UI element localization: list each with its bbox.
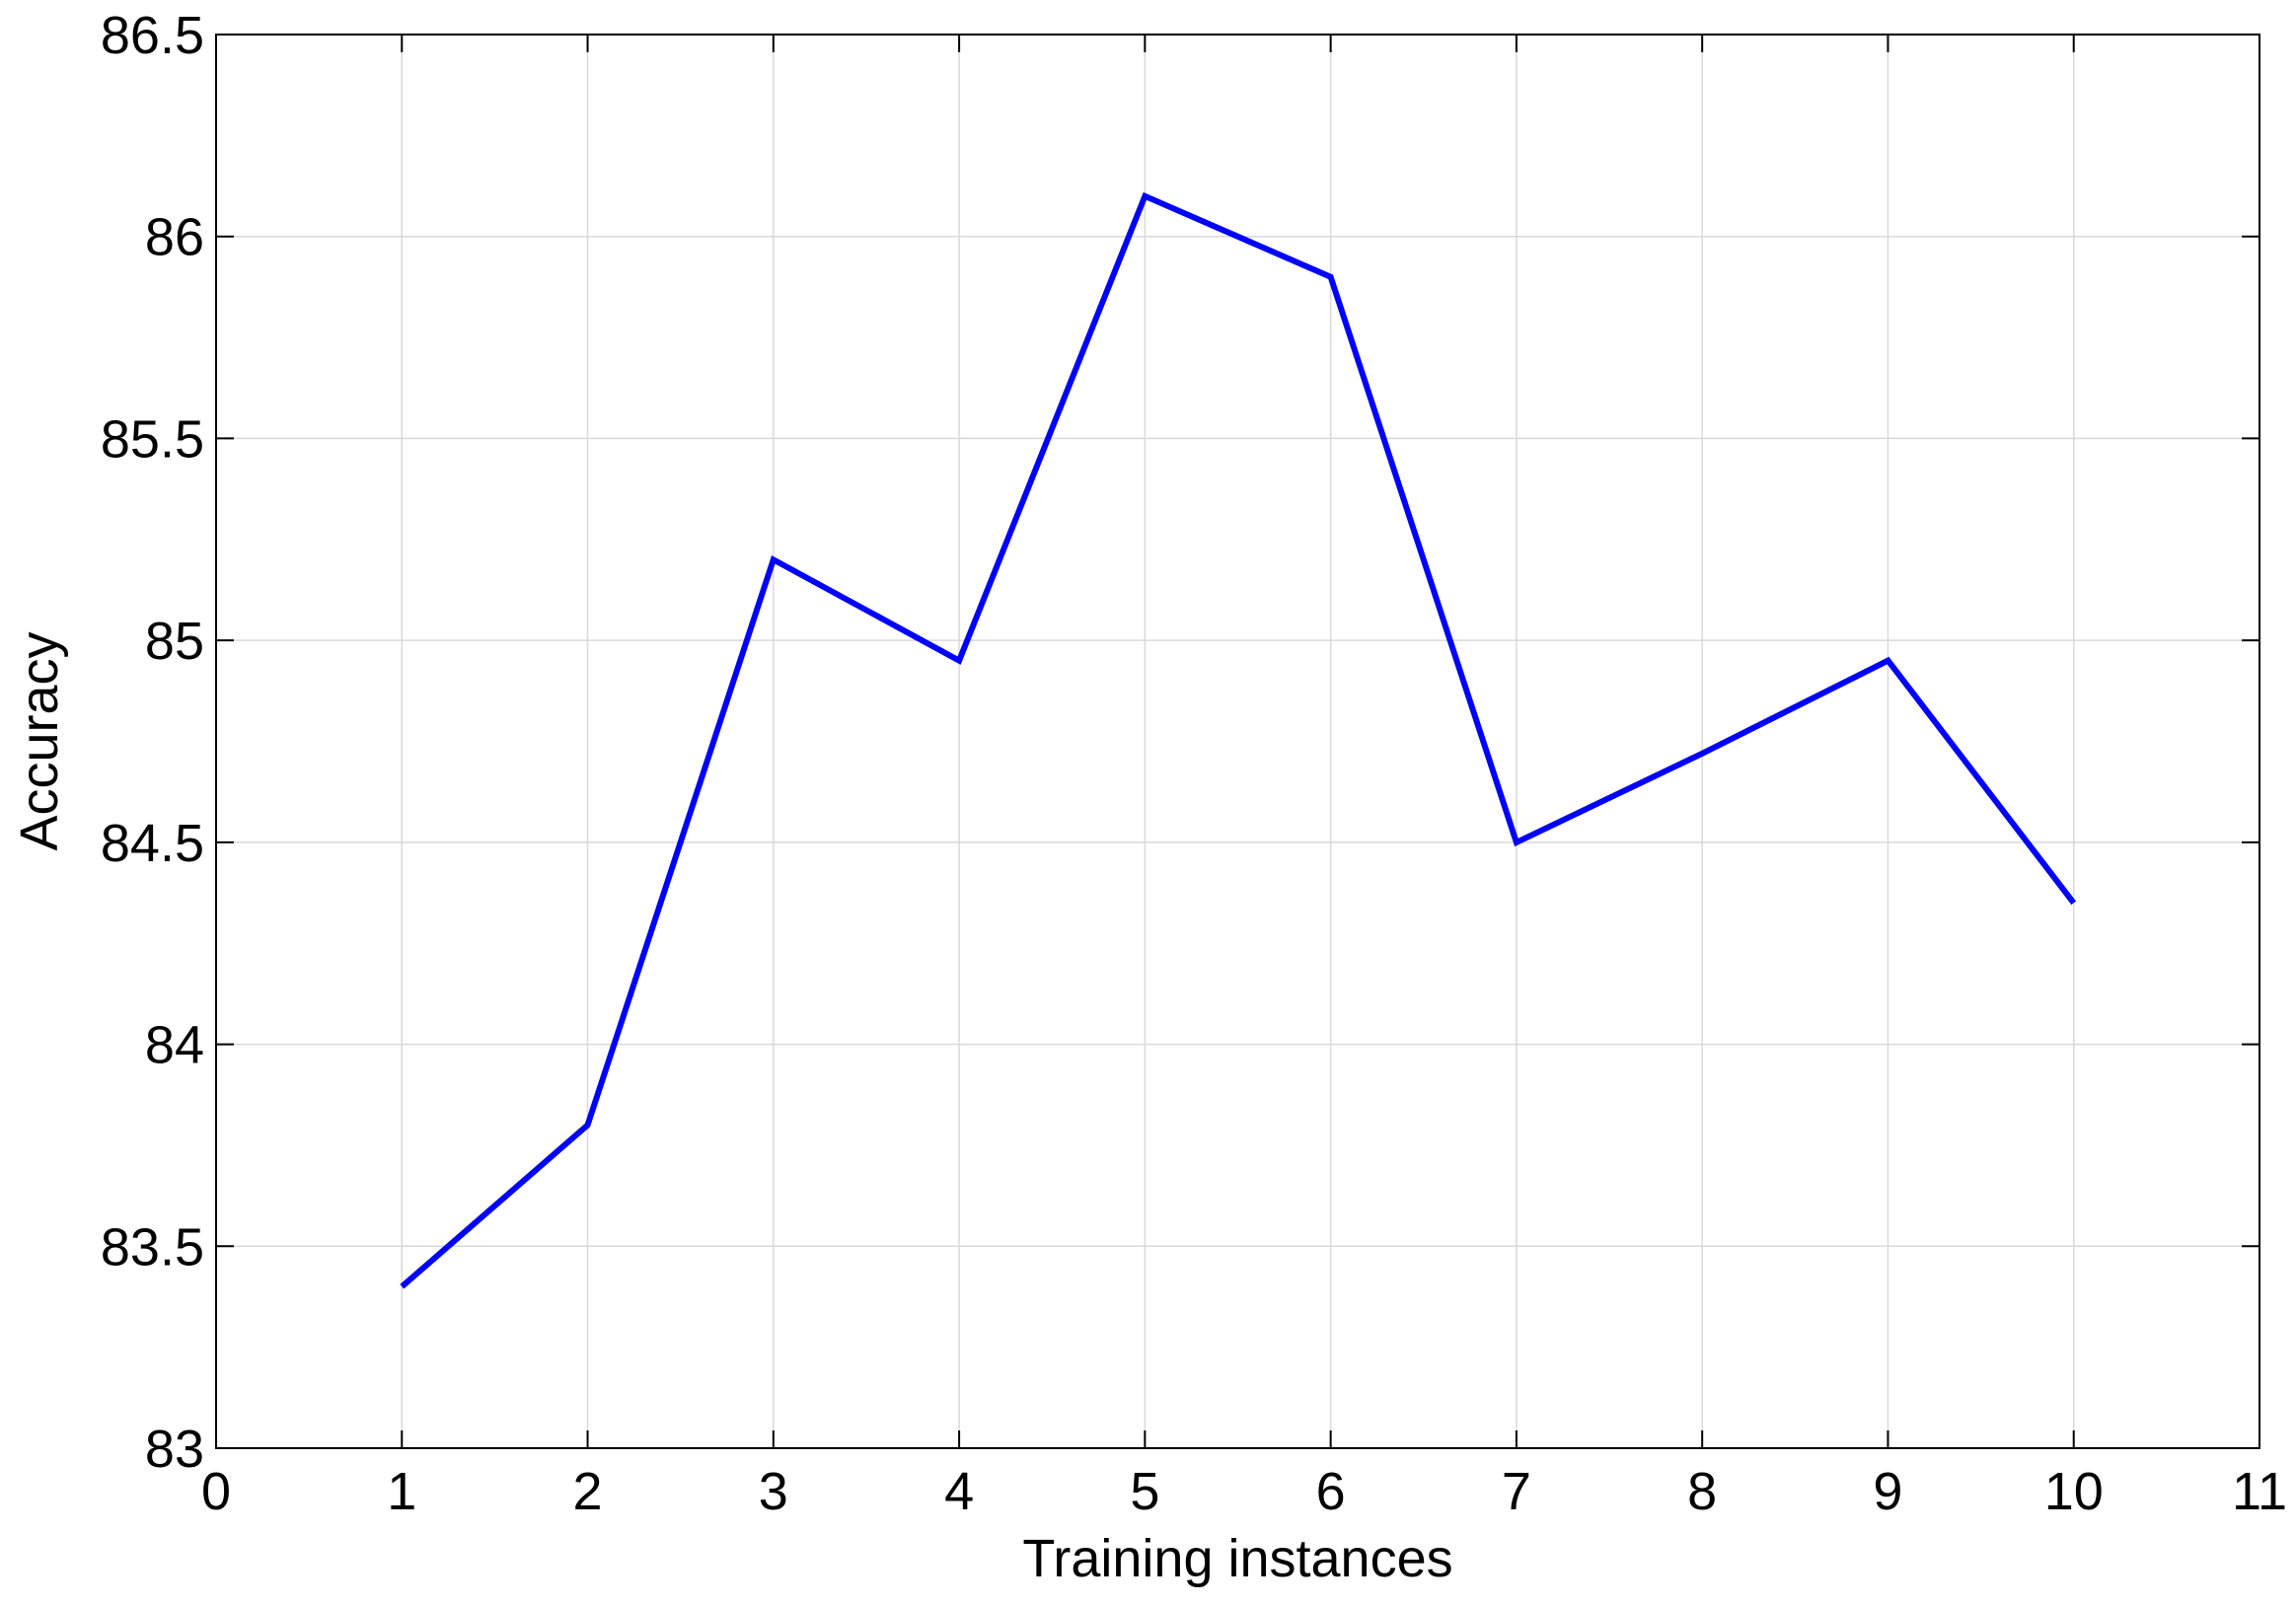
x-tick-label: 5 [1130, 1462, 1159, 1521]
y-tick-label: 84 [145, 1016, 204, 1075]
x-tick-label: 4 [944, 1462, 974, 1521]
y-axis-tick-labels: 83 83.5 84 84.5 85 85.5 86 86.5 [101, 6, 204, 1479]
x-tick-label: 10 [2044, 1462, 2104, 1521]
y-tick-label: 86.5 [101, 6, 204, 65]
data-series [400, 191, 2077, 1289]
x-tick-label: 11 [2232, 1462, 2287, 1521]
y-tick-label: 85 [145, 612, 204, 671]
plot-area-frame [215, 34, 2260, 1449]
y-tick-label: 83.5 [101, 1217, 204, 1277]
y-axis-title: Accuracy [10, 631, 69, 850]
y-tick-label: 86 [145, 208, 204, 267]
x-tick-label: 8 [1687, 1462, 1717, 1521]
series-line [400, 191, 2077, 1289]
y-tick-label: 84.5 [101, 814, 204, 873]
x-axis-tick-labels: 0 1 2 3 4 5 6 7 8 9 10 11 [201, 1462, 2287, 1521]
x-tick-label: 9 [1873, 1462, 1902, 1521]
x-tick-label: 3 [759, 1462, 788, 1521]
x-tick-label: 1 [387, 1462, 416, 1521]
x-tick-label: 0 [201, 1462, 231, 1521]
axis-ticks [215, 34, 2260, 1449]
x-tick-label: 2 [573, 1462, 603, 1521]
grid-lines [216, 35, 2259, 1448]
y-tick-label: 85.5 [101, 409, 204, 469]
x-axis-title: Training instances [1022, 1529, 1452, 1588]
y-tick-label: 83 [145, 1420, 204, 1479]
x-tick-label: 7 [1502, 1462, 1531, 1521]
x-tick-label: 6 [1316, 1462, 1346, 1521]
